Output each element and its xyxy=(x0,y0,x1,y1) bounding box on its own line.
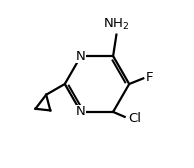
Text: F: F xyxy=(146,71,153,84)
Text: Cl: Cl xyxy=(128,112,141,125)
Text: N: N xyxy=(76,50,86,63)
Text: NH$_2$: NH$_2$ xyxy=(103,17,130,32)
Text: N: N xyxy=(76,105,86,118)
